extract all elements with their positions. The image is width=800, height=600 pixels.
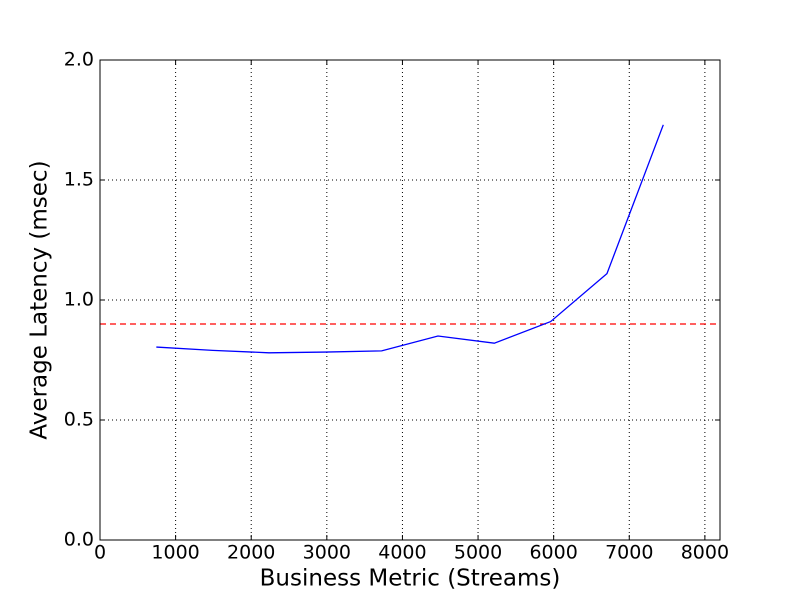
x-tick-label: 3000 (303, 542, 351, 564)
x-axis-label: Business Metric (Streams) (260, 566, 561, 592)
x-tick-label: 8000 (681, 542, 729, 564)
x-tick-label: 6000 (529, 542, 577, 564)
x-tick-label: 7000 (605, 542, 653, 564)
y-tick-label: 1.5 (64, 169, 94, 191)
x-tick-label: 4000 (378, 542, 426, 564)
x-tick-label: 2000 (227, 542, 275, 564)
x-tick-label: 1000 (151, 542, 199, 564)
plot-frame (99, 59, 721, 541)
y-axis-label: Average Latency (msec) (27, 160, 53, 439)
x-tick-label: 5000 (454, 542, 502, 564)
y-tick-label: 2.0 (64, 49, 94, 71)
y-tick-label: 1.0 (64, 289, 94, 311)
y-tick-label: 0.5 (64, 409, 94, 431)
x-tick-label: 0 (94, 542, 106, 564)
y-tick-label: 0.0 (64, 529, 94, 551)
data-line (156, 124, 664, 354)
